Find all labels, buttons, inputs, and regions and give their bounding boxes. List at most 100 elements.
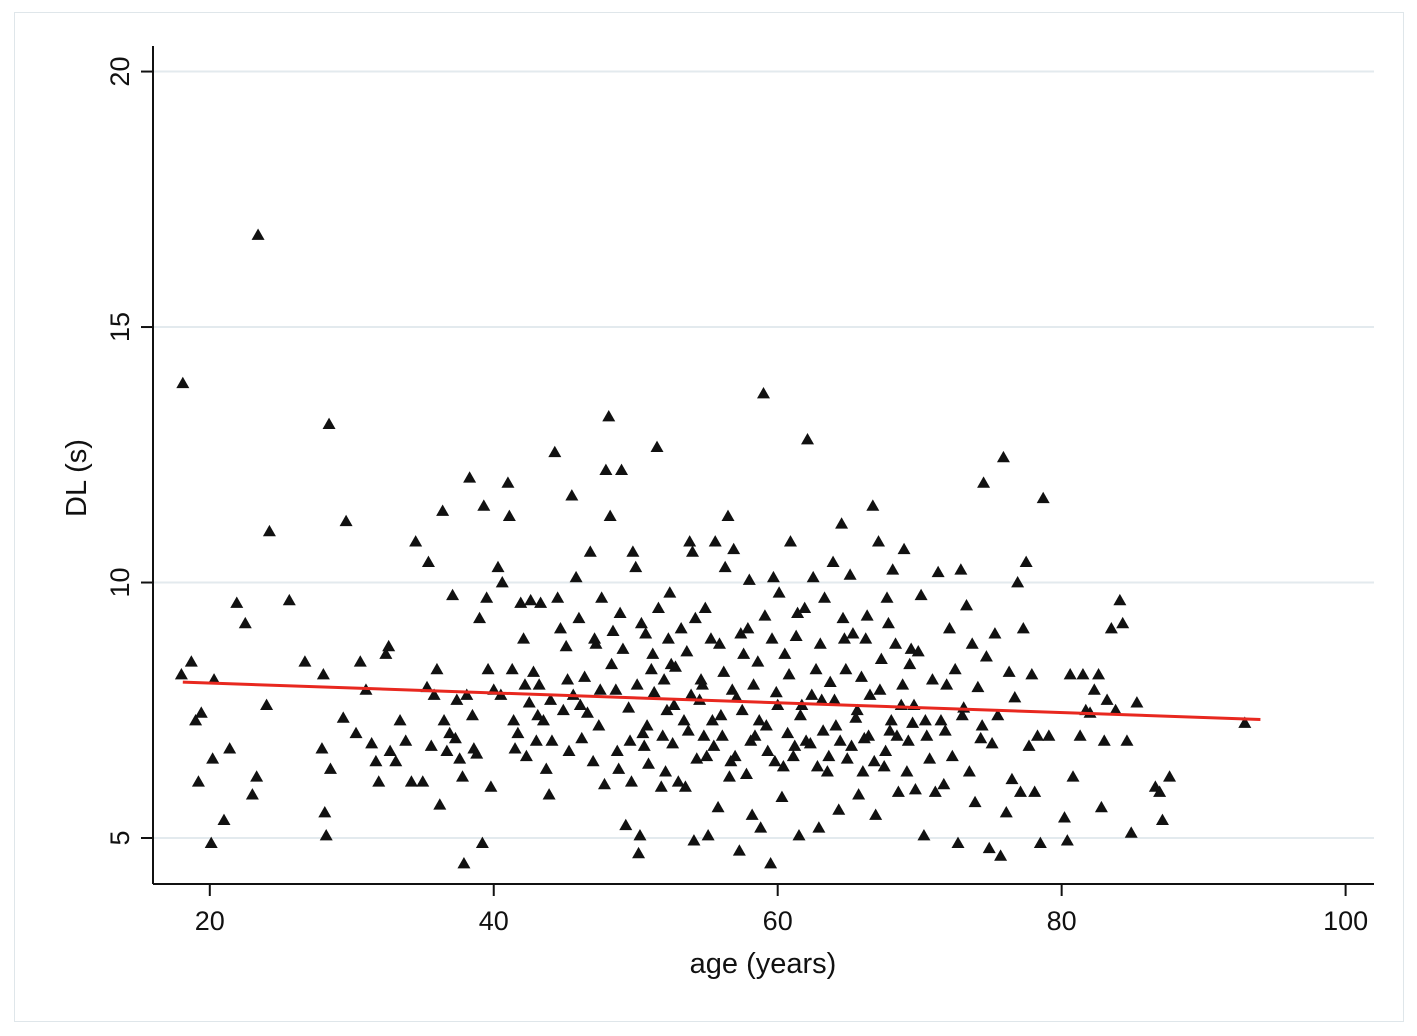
data-point [717, 665, 731, 677]
data-point [427, 688, 441, 700]
data-point [1238, 716, 1252, 728]
data-point [945, 749, 959, 762]
data-point [768, 754, 782, 767]
data-point [501, 476, 515, 488]
data-point [526, 665, 540, 677]
data-point [877, 759, 891, 772]
gridlines [153, 70, 1374, 840]
data-point [1033, 836, 1047, 848]
axes [152, 46, 1374, 885]
data-point [789, 629, 803, 642]
data-point [991, 708, 1005, 721]
data-point [424, 739, 438, 751]
data-point [298, 655, 312, 667]
data-point [761, 744, 775, 757]
data-point [951, 836, 965, 848]
data-point [979, 650, 993, 662]
data-point [759, 719, 773, 731]
data-point [687, 834, 701, 846]
data-point [874, 652, 888, 665]
data-point [820, 765, 834, 777]
data-point [657, 673, 671, 685]
data-point [867, 754, 881, 767]
data-point [996, 450, 1010, 463]
data-point [1153, 785, 1167, 797]
data-point [707, 739, 721, 751]
data-point [677, 713, 691, 726]
data-point [715, 729, 729, 741]
data-point [322, 417, 336, 429]
data-point [553, 622, 567, 634]
fit-line [182, 680, 1261, 721]
data-point [534, 596, 548, 608]
data-point [654, 780, 668, 792]
data-point [245, 788, 259, 800]
data-point [282, 593, 296, 606]
data-point [647, 685, 661, 698]
data-point [204, 836, 218, 848]
data-point [1076, 668, 1090, 680]
data-point [886, 563, 900, 575]
data-point [873, 683, 887, 695]
data-point [539, 762, 553, 774]
data-point [315, 742, 329, 754]
data-point [920, 729, 934, 741]
data-point [1063, 668, 1077, 680]
data-point [697, 729, 711, 741]
data-point [751, 655, 765, 667]
data-point [336, 711, 350, 723]
data-point [251, 228, 265, 240]
data-point [1073, 729, 1087, 741]
data-point [815, 693, 829, 705]
data-point [712, 637, 726, 649]
data-point [942, 622, 956, 634]
data-point [901, 734, 915, 746]
data-point [701, 828, 715, 841]
data-point [849, 711, 863, 723]
data-point [1013, 785, 1027, 797]
data-point [623, 734, 637, 746]
data-point [1155, 813, 1169, 826]
data-point [900, 765, 914, 777]
data-point [473, 611, 487, 624]
data-point [632, 846, 646, 859]
data-point [656, 729, 670, 741]
data-point [562, 744, 576, 757]
data-point [1130, 696, 1144, 708]
y-tick-label: 10 [105, 568, 135, 598]
x-axis-title: age (years) [690, 948, 837, 980]
data-point [318, 805, 332, 818]
data-point [829, 719, 843, 731]
data-point [1057, 811, 1071, 823]
data-point [1087, 683, 1101, 695]
data-point [681, 724, 695, 736]
data-point [448, 731, 462, 744]
data-point [937, 777, 951, 790]
data-point [230, 596, 244, 608]
data-point [818, 591, 832, 603]
data-point [481, 662, 495, 675]
data-point [718, 560, 732, 573]
data-point [840, 752, 854, 764]
data-point [752, 713, 766, 726]
data-point [786, 749, 800, 762]
data-point [737, 647, 751, 659]
data-point [764, 857, 778, 869]
data-point [833, 734, 847, 746]
data-point [782, 668, 796, 680]
data-point [1104, 622, 1118, 634]
data-point [606, 624, 620, 636]
data-point [985, 736, 999, 749]
data-point [862, 729, 876, 741]
data-point [1011, 576, 1025, 588]
data-point [852, 788, 866, 800]
data-point [206, 752, 220, 764]
data-point [217, 813, 231, 826]
data-point [353, 655, 367, 667]
data-point [661, 632, 675, 644]
data-point [883, 724, 897, 736]
data-point [650, 440, 664, 452]
data-point [850, 703, 864, 716]
data-point [836, 611, 850, 624]
